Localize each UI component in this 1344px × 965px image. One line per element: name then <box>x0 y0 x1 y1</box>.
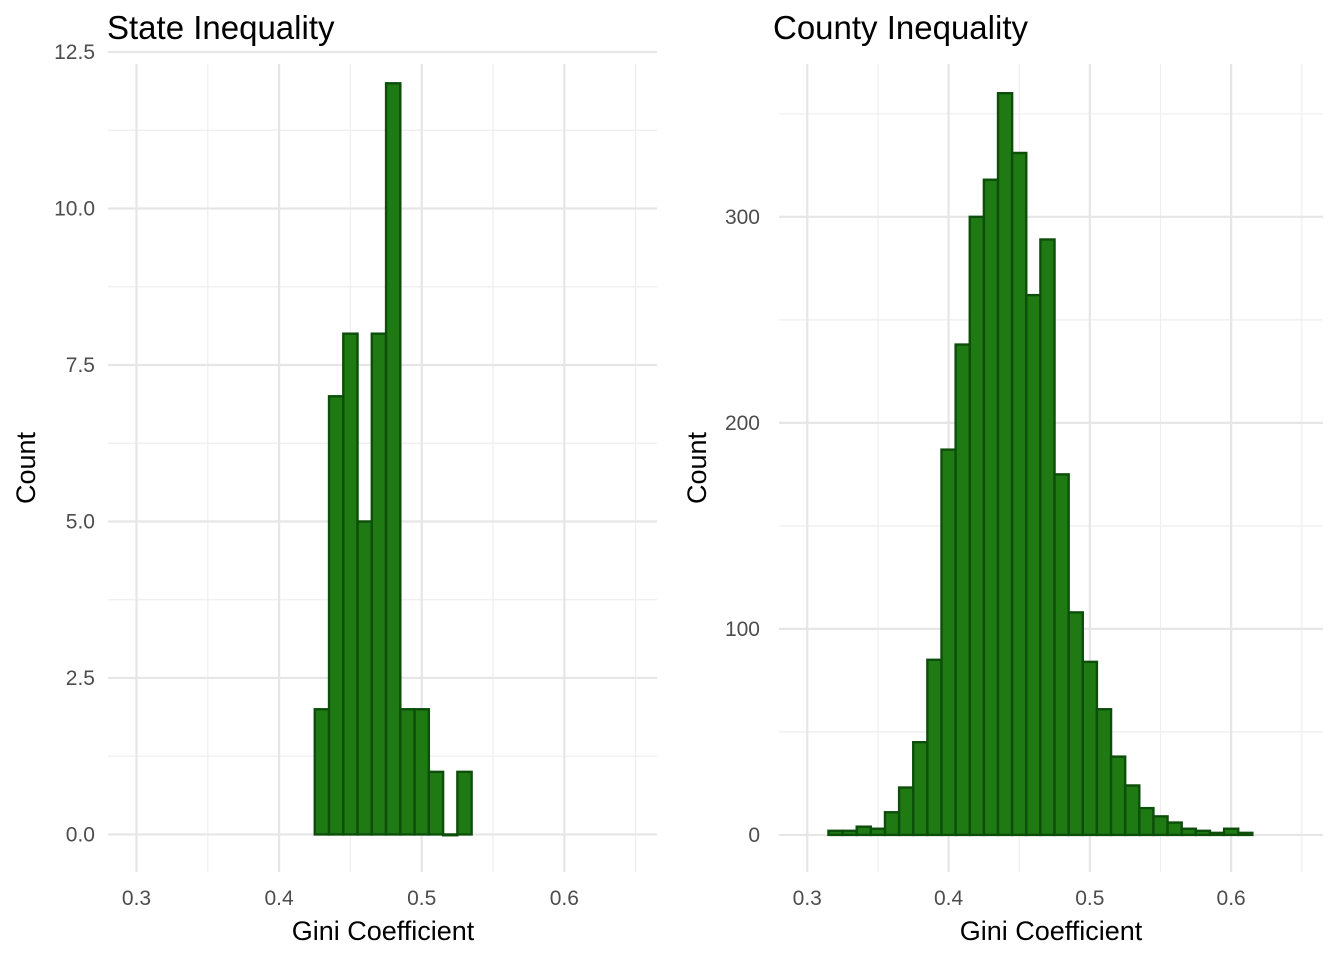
county-bar-23 <box>1152 815 1169 837</box>
county-bars <box>827 92 1254 837</box>
state-y-tick-label-5: 12.5 <box>54 41 95 64</box>
county-bar-7 <box>926 658 943 837</box>
county-bar-22 <box>1138 806 1155 837</box>
state-y-tick-labels: 0.0 2.5 5.0 7.5 10.0 12.5 <box>54 41 95 846</box>
state-y-tick-label-3: 7.5 <box>66 354 95 377</box>
state-bar-8 <box>427 770 445 836</box>
county-bar-28 <box>1222 827 1240 837</box>
state-bar-6 <box>399 708 416 836</box>
county-bar-11 <box>982 178 1000 837</box>
county-x-tick-label-2: 0.5 <box>1075 887 1104 910</box>
county-panel: 0 100 200 300 0.3 0.4 0.5 0.6 County Inequalit… <box>682 9 1323 946</box>
county-bar-19 <box>1095 708 1113 837</box>
state-bar-7 <box>413 708 431 836</box>
county-x-tick-label-3: 0.6 <box>1217 887 1246 910</box>
state-bar-3 <box>356 520 374 836</box>
county-bar-13 <box>1010 151 1028 837</box>
state-y-tick-label-0: 0.0 <box>66 823 95 846</box>
county-x-tick-labels: 0.3 0.4 0.5 0.6 <box>793 887 1246 910</box>
county-bar-0 <box>827 829 844 837</box>
county-y-tick-labels: 0 100 200 300 <box>725 206 760 847</box>
county-x-axis-title: Gini Coefficient <box>960 916 1143 946</box>
county-bar-9 <box>954 343 971 837</box>
state-panel: 0.0 2.5 5.0 7.5 10.0 12.5 0.3 0.4 0.5 0.6 State … <box>11 9 657 946</box>
county-bar-14 <box>1025 293 1042 837</box>
county-chart-title: County Inequality <box>773 9 1028 46</box>
county-bar-6 <box>912 741 929 837</box>
state-x-tick-label-1: 0.4 <box>265 887 295 910</box>
county-bar-15 <box>1039 238 1056 837</box>
county-bar-2 <box>855 825 873 837</box>
state-bar-9 <box>441 833 459 837</box>
state-bar-10 <box>456 770 473 836</box>
county-bar-18 <box>1081 660 1099 837</box>
state-x-tick-label-3: 0.6 <box>550 887 579 910</box>
county-x-tick-label-0: 0.3 <box>793 887 822 910</box>
county-x-tick-label-1: 0.4 <box>934 887 964 910</box>
state-chart-title: State Inequality <box>107 9 335 46</box>
county-bar-4 <box>883 811 901 837</box>
state-bar-2 <box>342 332 359 836</box>
county-bar-16 <box>1053 473 1070 837</box>
state-bar-5 <box>384 82 402 836</box>
state-x-axis-title: Gini Coefficient <box>292 916 475 946</box>
state-bar-0 <box>313 708 331 836</box>
county-bar-24 <box>1166 821 1183 837</box>
county-y-tick-label-2: 200 <box>725 412 760 435</box>
state-y-tick-label-2: 5.0 <box>66 510 95 533</box>
state-bars <box>313 82 473 837</box>
state-bar-1 <box>327 395 345 836</box>
county-y-tick-label-3: 300 <box>725 206 760 229</box>
state-x-tick-label-2: 0.5 <box>407 887 436 910</box>
county-y-tick-label-1: 100 <box>725 618 760 641</box>
state-y-axis-title: Count <box>11 431 41 504</box>
county-bar-8 <box>940 448 957 837</box>
county-y-tick-label-0: 0 <box>748 824 760 847</box>
county-bar-1 <box>841 829 858 837</box>
county-bar-29 <box>1237 831 1254 837</box>
state-y-tick-label-4: 10.0 <box>54 197 95 220</box>
county-bar-3 <box>869 827 887 837</box>
county-bar-17 <box>1067 611 1084 837</box>
county-bar-12 <box>996 92 1014 837</box>
county-bar-5 <box>897 786 915 837</box>
state-bar-4 <box>370 332 388 836</box>
county-bar-20 <box>1109 755 1127 837</box>
county-bar-10 <box>968 215 986 837</box>
county-bar-21 <box>1123 784 1141 837</box>
state-y-tick-label-1: 2.5 <box>66 667 95 690</box>
state-x-tick-label-0: 0.3 <box>122 887 151 910</box>
state-x-tick-labels: 0.3 0.4 0.5 0.6 <box>122 887 579 910</box>
county-bar-25 <box>1180 827 1198 837</box>
county-bar-26 <box>1194 829 1212 837</box>
county-y-axis-title: Count <box>682 431 712 504</box>
county-bar-27 <box>1208 831 1226 837</box>
